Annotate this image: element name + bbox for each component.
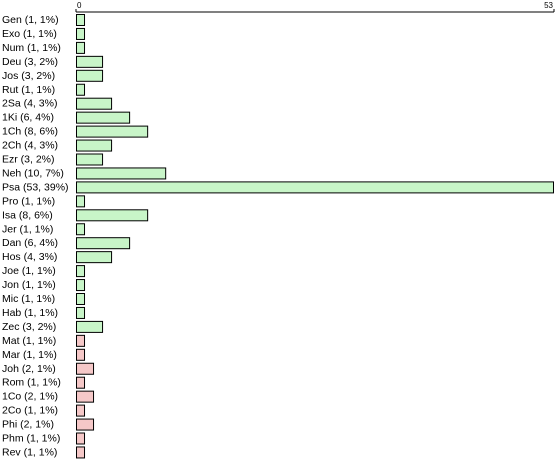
bar-label-neh: Neh (10, 7%) <box>2 167 64 179</box>
bar-label-joh: Joh (2, 1%) <box>2 363 56 375</box>
bar-mat <box>76 334 86 347</box>
bar-label-isa: Isa (8, 6%) <box>2 209 53 221</box>
bar-zec <box>76 320 104 333</box>
x-tick-label-min: 0 <box>77 1 82 10</box>
bar-label-pro: Pro (1, 1%) <box>2 195 55 207</box>
bar-jon <box>76 279 86 292</box>
bar-label-rut: Rut (1, 1%) <box>2 84 55 96</box>
bar-1ki <box>76 111 131 124</box>
bar-ezr <box>76 153 104 166</box>
bar-label-hab: Hab (1, 1%) <box>2 307 58 319</box>
bar-isa <box>76 209 149 222</box>
bar-label-deu: Deu (3, 2%) <box>2 56 58 68</box>
bar-label-2co: 2Co (1, 1%) <box>2 405 58 417</box>
bar-joe <box>76 265 86 278</box>
bar-label-hos: Hos (4, 3%) <box>2 251 57 263</box>
bar-label-1ch: 1Ch (8, 6%) <box>2 126 58 138</box>
bar-mic <box>76 293 86 305</box>
bar-pro <box>76 195 86 208</box>
bar-label-mic: Mic (1, 1%) <box>2 293 55 305</box>
bar-label-dan: Dan (6, 4%) <box>2 237 58 249</box>
bar-psa <box>76 181 554 194</box>
bar-label-ezr: Ezr (3, 2%) <box>2 154 55 166</box>
bar-neh <box>76 167 167 180</box>
bar-label-1ki: 1Ki (6, 4%) <box>2 112 54 124</box>
bar-1ch <box>76 125 149 138</box>
bar-2sa <box>76 97 113 110</box>
bar-label-mat: Mat (1, 1%) <box>2 335 56 347</box>
bar-label-2ch: 2Ch (4, 3%) <box>2 140 58 152</box>
bar-dan <box>76 237 131 250</box>
bar-deu <box>76 55 104 68</box>
bar-rom <box>76 376 86 389</box>
bar-label-joe: Joe (1, 1%) <box>2 265 56 277</box>
bar-mar <box>76 348 86 361</box>
bar-jer <box>76 223 86 236</box>
x-tick-label-max: 53 <box>544 1 553 10</box>
bar-exo <box>76 27 86 40</box>
bar-label-jon: Jon (1, 1%) <box>2 279 56 291</box>
bar-num <box>76 41 86 54</box>
bar-phm <box>76 432 86 445</box>
bar-label-phi: Phi (2, 1%) <box>2 419 54 431</box>
bar-hab <box>76 306 86 319</box>
bar-label-mar: Mar (1, 1%) <box>2 349 57 361</box>
bar-rev <box>76 446 86 459</box>
bar-jos <box>76 69 104 82</box>
bar-2ch <box>76 139 113 152</box>
bar-label-psa: Psa (53, 39%) <box>2 181 69 193</box>
bar-label-num: Num (1, 1%) <box>2 42 61 54</box>
bar-label-2sa: 2Sa (4, 3%) <box>2 98 57 110</box>
bar-label-exo: Exo (1, 1%) <box>2 28 57 40</box>
bar-group: Gen (1, 1%) Exo (1, 1%) Num (1, 1%) Deu (3,… <box>2 14 554 459</box>
bar-rut <box>76 83 86 96</box>
bar-label-1co: 1Co (2, 1%) <box>2 391 58 403</box>
bar-hos <box>76 251 113 264</box>
bar-label-rom: Rom (1, 1%) <box>2 377 61 389</box>
bar-label-zec: Zec (3, 2%) <box>2 321 56 333</box>
bar-label-rev: Rev (1, 1%) <box>2 446 57 458</box>
bar-label-gen: Gen (1, 1%) <box>2 14 59 26</box>
bar-phi <box>76 418 95 431</box>
bar-label-phm: Phm (1, 1%) <box>2 433 60 445</box>
bar-1co <box>76 390 95 403</box>
bar-label-jer: Jer (1, 1%) <box>2 223 53 235</box>
bar-gen <box>76 14 86 26</box>
bar-joh <box>76 362 95 375</box>
bar-label-jos: Jos (3, 2%) <box>2 70 55 82</box>
bar-2co <box>76 404 86 417</box>
